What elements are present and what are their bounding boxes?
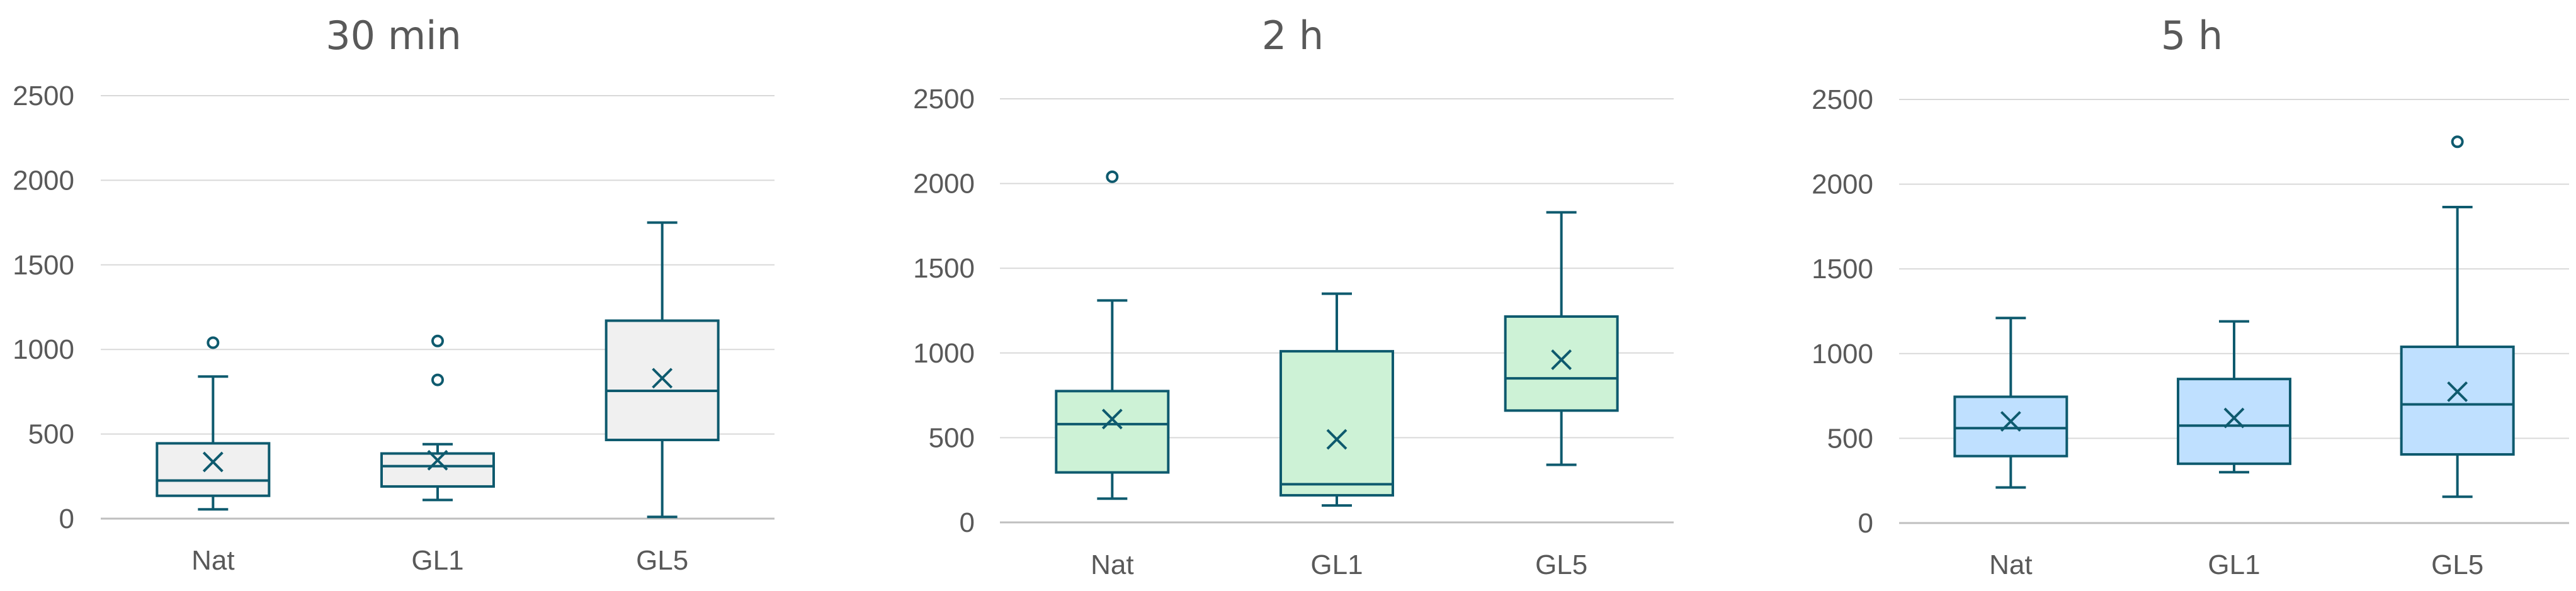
y-tick-label: 1000 (913, 338, 975, 369)
box-gl1 (1279, 292, 1394, 507)
y-tick-label: 0 (1858, 508, 1873, 539)
x-category-label: GL1 (411, 545, 463, 576)
chart-title: 5 h (2161, 13, 2223, 59)
iqr-box (2177, 378, 2291, 465)
iqr-box (1055, 390, 1170, 474)
outlier-point (2451, 135, 2464, 149)
chart-title: 30 min (326, 13, 462, 59)
mean-marker (427, 449, 448, 471)
mean-marker (1326, 429, 1348, 450)
x-category-label: Nat (1989, 549, 2032, 580)
box-nat (1953, 317, 2068, 489)
iqr-box (604, 319, 720, 442)
x-category-label: GL1 (2208, 549, 2260, 580)
x-category-label: GL5 (2431, 549, 2483, 580)
y-tick-label: 0 (59, 504, 74, 534)
y-tick-label: 2500 (913, 84, 975, 115)
mean-marker (1551, 349, 1572, 370)
chart-panel: 30 min 0 500 1000 1500 2000 2500 Nat GL1 GL5 (13, 13, 775, 576)
y-tick-label: 1000 (1812, 339, 1873, 369)
box-gl5 (604, 221, 720, 519)
chart-title: 2 h (1262, 13, 1324, 59)
iqr-box (1504, 315, 1619, 412)
x-category-label: GL5 (1535, 549, 1587, 580)
outlier-point (431, 334, 444, 347)
chart-panel: 5 h 0 500 1000 1500 2000 2500 Nat GL1 GL5 (1812, 13, 2569, 580)
x-category-label: GL5 (636, 545, 688, 576)
iqr-box (1953, 395, 2068, 458)
y-tick-label: 1500 (13, 250, 74, 281)
outlier-point (207, 336, 220, 349)
mean-marker (2447, 381, 2468, 402)
y-tick-label: 1500 (1812, 254, 1873, 284)
y-tick-label: 500 (28, 419, 74, 450)
mean-marker (652, 368, 673, 389)
y-tick-label: 1500 (913, 253, 975, 284)
iqr-box (1279, 350, 1394, 497)
box-gl1 (380, 334, 495, 502)
y-tick-label: 2000 (13, 165, 74, 196)
y-tick-label: 2000 (1812, 169, 1873, 200)
iqr-box (380, 452, 495, 488)
chart-panel: 2 h 0 500 1000 1500 2000 2500 Nat GL1 GL5 (913, 13, 1674, 580)
iqr-box (2400, 346, 2515, 456)
x-category-label: Nat (1091, 549, 1133, 580)
outlier-point (431, 373, 444, 386)
x-category-label: GL1 (1310, 549, 1363, 580)
box-gl5 (2400, 135, 2515, 498)
box-nat (1055, 170, 1170, 500)
y-tick-label: 500 (1827, 423, 1873, 454)
outlier-point (1106, 170, 1119, 183)
y-tick-label: 1000 (13, 334, 74, 365)
y-tick-label: 0 (960, 507, 975, 538)
box-nat (156, 336, 271, 511)
y-tick-label: 2500 (1812, 84, 1873, 115)
mean-marker (2000, 411, 2021, 432)
mean-marker (1101, 408, 1123, 430)
mean-marker (202, 451, 224, 473)
box-gl5 (1504, 211, 1619, 466)
y-tick-label: 500 (929, 422, 975, 453)
box-gl1 (2177, 320, 2291, 474)
y-tick-label: 2500 (13, 81, 74, 111)
x-category-label: Nat (191, 545, 234, 576)
y-tick-label: 2000 (913, 169, 975, 200)
iqr-box (156, 442, 271, 497)
mean-marker (2223, 407, 2245, 429)
